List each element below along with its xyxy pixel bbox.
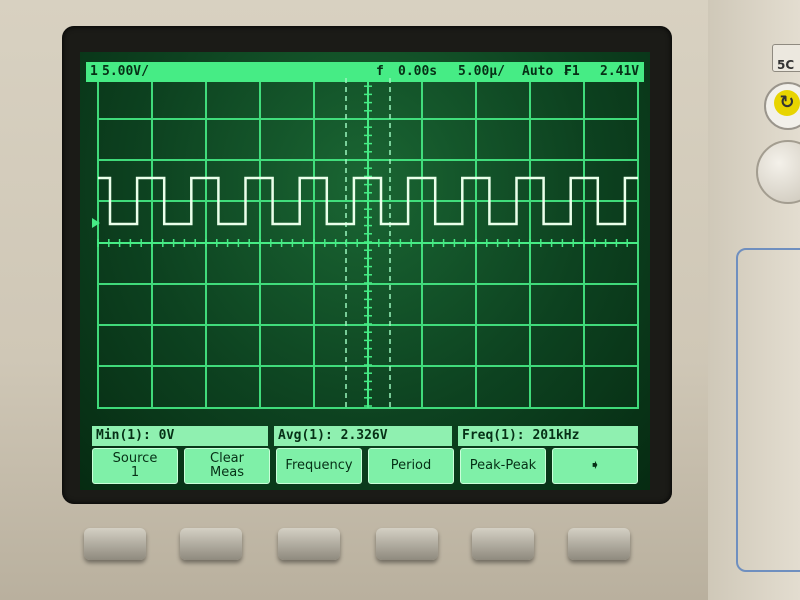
clear-meas-button[interactable]: Clear Meas [184, 448, 270, 484]
measurement-bar: Min(1): 0V Avg(1): 2.326V Freq(1): 201kH… [86, 426, 644, 446]
channel-marker: 1 [90, 64, 98, 79]
hardware-softkey-3[interactable] [278, 528, 340, 560]
axis-ticks [97, 78, 628, 407]
next-page-button[interactable]: ➧ [552, 448, 638, 484]
graticule [92, 78, 639, 409]
hardware-softkey-1[interactable] [84, 528, 146, 560]
hardware-softkey-5[interactable] [472, 528, 534, 560]
softkey-menu: Source 1 Clear Meas Frequency Period Pea… [86, 448, 644, 486]
source-value: 1 [130, 465, 140, 480]
waveform-trace [98, 176, 638, 226]
meas-label: Meas [210, 465, 244, 480]
next-arrow-icon: ➧ [589, 458, 601, 473]
peak-peak-button[interactable]: Peak-Peak [460, 448, 546, 484]
hardware-softkey-6[interactable] [568, 528, 630, 560]
min-readout: Min(1): 0V [92, 426, 268, 446]
trigger-icon: ↻ [774, 90, 800, 116]
ground-marker-icon [92, 218, 100, 228]
control-section-outline [736, 248, 800, 572]
time-scale: 5.00μ/ [458, 64, 505, 79]
peak-peak-label: Peak-Peak [469, 458, 537, 473]
hardware-softkey-4[interactable] [376, 528, 438, 560]
frequency-button[interactable]: Frequency [276, 448, 362, 484]
trigger-mode: Auto [522, 64, 554, 79]
period-label: Period [390, 458, 432, 473]
panel-label: 5C [772, 44, 800, 72]
period-button[interactable]: Period [368, 448, 454, 484]
source-label: Source [112, 451, 158, 466]
frequency-label: Frequency [285, 458, 353, 473]
freq-readout: Freq(1): 201kHz [458, 426, 638, 446]
trigger-level: 2.41V [600, 64, 640, 79]
trigger-position-icon: f [376, 64, 384, 79]
display-screen: 1 5.00V/ f 0.00s 5.00μ/ Auto ₣1 2.41V [80, 52, 650, 490]
time-position: 0.00s [398, 64, 438, 79]
hardware-softkey-row [80, 528, 640, 568]
status-bar: 1 5.00V/ f 0.00s 5.00μ/ Auto ₣1 2.41V [86, 62, 644, 82]
vertical-scale: 5.00V/ [102, 64, 149, 79]
trigger-source: ₣1 [564, 64, 580, 79]
hardware-softkey-2[interactable] [180, 528, 242, 560]
avg-readout: Avg(1): 2.326V [274, 426, 452, 446]
source-button[interactable]: Source 1 [92, 448, 178, 484]
trigger-level-knob[interactable]: ↻ [764, 82, 800, 130]
clear-label: Clear [210, 451, 244, 466]
